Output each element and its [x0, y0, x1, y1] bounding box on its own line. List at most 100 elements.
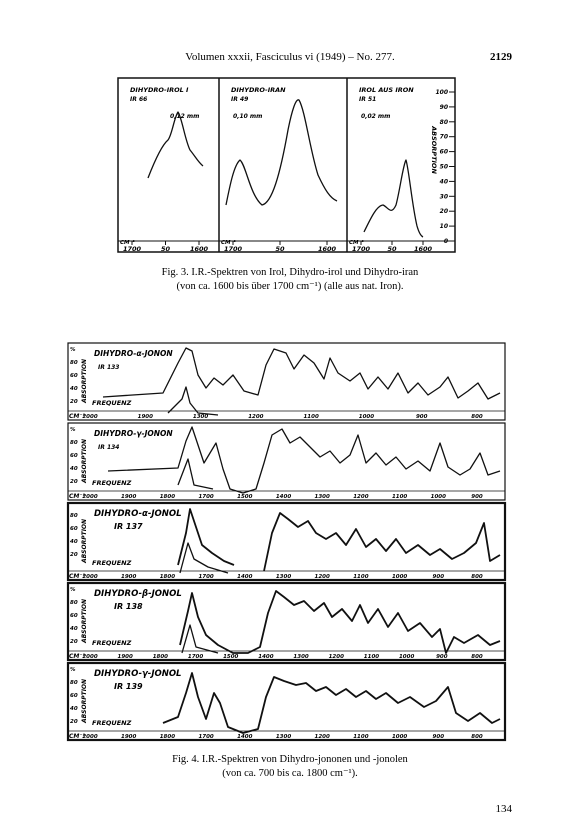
- frequency-label: FREQUENZ: [92, 719, 132, 727]
- x-tick-label: 1300: [193, 414, 208, 420]
- y-tick-label: 40: [70, 626, 78, 632]
- x-tick-label: 800: [471, 654, 483, 660]
- y-tick-label: %: [70, 587, 76, 593]
- y-tick-label: 60: [70, 526, 78, 532]
- panel-title: DIHYDRO-IRAN: [231, 86, 286, 94]
- x-tick-label: 900: [436, 654, 448, 660]
- y-tick-label: %: [70, 427, 76, 433]
- axis-unit: CM⁻¹: [69, 733, 86, 740]
- strip-title: DIHYDRO-β-JONOL: [94, 589, 182, 599]
- y-tick-label: %: [70, 347, 76, 353]
- x-tick-label: 1300: [315, 494, 330, 500]
- x-tick-label: 1000: [359, 414, 374, 420]
- strip-title: DIHYDRO-γ-JONOL: [94, 669, 181, 679]
- axis-unit: CM⁻¹: [69, 653, 86, 660]
- spectrum-curve: [179, 590, 501, 654]
- y-tick-label: 80: [70, 513, 78, 519]
- x-tick-label: 1500: [223, 654, 238, 660]
- running-title: Volumen xxxii, Fasciculus vi (1949) – No…: [185, 51, 395, 63]
- x-tick-label: 1600: [318, 245, 337, 253]
- axis-unit: CM⁻¹: [120, 239, 135, 246]
- x-tick-label: 1700: [224, 245, 243, 253]
- x-tick-label: 1700: [198, 734, 213, 740]
- frequency-label: FREQUENZ: [92, 639, 132, 647]
- y-tick-label: 10: [440, 223, 448, 230]
- figure-caption: Fig. 4. I.R.-Spektren von Dihydro-jonone…: [172, 754, 408, 765]
- x-tick-label: 1300: [276, 734, 291, 740]
- y-tick-label: 60: [440, 149, 448, 156]
- strip-frame: [66, 581, 507, 662]
- axis-label: ABSORPTION: [81, 359, 88, 404]
- strip-code: IR 139: [114, 682, 143, 691]
- y-tick-label: 70: [440, 134, 448, 141]
- axis-unit: CM⁻¹: [69, 493, 86, 500]
- y-tick-label: 20: [70, 552, 78, 558]
- strip-code: IR 138: [114, 602, 143, 611]
- x-tick-label: 1200: [315, 734, 330, 740]
- y-tick-label: 20: [440, 208, 448, 215]
- x-tick-label: 1700: [198, 574, 213, 580]
- axis-unit: CM⁻¹: [221, 239, 236, 246]
- figure-3: [117, 77, 456, 253]
- x-tick-label: 1900: [121, 494, 136, 500]
- x-tick-label: 1700: [188, 654, 203, 660]
- axis-label: ABSORPTION: [81, 519, 88, 564]
- x-tick-label: 1000: [392, 574, 407, 580]
- x-tick-label: 1200: [248, 414, 263, 420]
- y-tick-label: 80: [70, 600, 78, 606]
- axis-label: ABSORPTION: [81, 439, 88, 484]
- x-tick-label: 50: [161, 245, 171, 253]
- x-tick-label: 800: [471, 414, 483, 420]
- strip-code: IR 133: [98, 364, 119, 371]
- x-tick-label: 1400: [237, 734, 252, 740]
- figure-caption: (von ca. 1600 bis über 1700 cm⁻¹) (alle …: [176, 281, 403, 292]
- x-tick-label: 1700: [352, 245, 371, 253]
- y-tick-label: 40: [70, 539, 78, 545]
- x-tick-label: 1200: [315, 574, 330, 580]
- x-tick-label: 1200: [329, 654, 344, 660]
- axis-unit: CM⁻¹: [69, 573, 86, 580]
- y-tick-label: 40: [70, 466, 78, 472]
- x-tick-label: 900: [433, 734, 445, 740]
- figure-4-curves: [102, 347, 501, 734]
- x-tick-label: 1100: [353, 734, 368, 740]
- x-tick-label: 50: [387, 245, 397, 253]
- spectrum-curve: [225, 99, 338, 206]
- strip-frame: [67, 422, 506, 501]
- figure-caption: (von ca. 700 bis ca. 1800 cm⁻¹).: [222, 768, 358, 779]
- y-tick-label: 80: [440, 119, 448, 126]
- panel-title: DIHYDRO-IROL I: [130, 86, 189, 94]
- x-tick-label: 2000: [82, 574, 97, 580]
- x-tick-label: 1200: [353, 494, 368, 500]
- y-tick-label: 20: [70, 479, 78, 485]
- figure-frame: [117, 77, 456, 253]
- x-tick-label: 1000: [431, 494, 446, 500]
- strip-frame: [66, 501, 507, 582]
- x-tick-label: 2000: [82, 414, 97, 420]
- spectrum-curve: [179, 542, 229, 574]
- y-tick-label: %: [70, 667, 76, 673]
- x-tick-label: 800: [471, 574, 483, 580]
- y-tick-label: 60: [70, 373, 78, 379]
- y-tick-label: 40: [70, 706, 78, 712]
- figure-caption: Fig. 3. I.R.-Spektren von Irol, Dihydro-…: [162, 267, 419, 278]
- y-tick-label: 20: [70, 719, 78, 725]
- x-tick-label: 1000: [392, 734, 407, 740]
- x-tick-label: 1400: [258, 654, 273, 660]
- page-number: 2129: [490, 51, 513, 63]
- strip-code: IR 134: [98, 444, 119, 451]
- x-tick-label: 1100: [364, 654, 379, 660]
- x-tick-label: 1800: [160, 494, 175, 500]
- frequency-label: FREQUENZ: [92, 399, 132, 407]
- spectrum-curve: [147, 111, 204, 179]
- x-tick-label: 1800: [160, 734, 175, 740]
- x-tick-label: 1800: [153, 654, 168, 660]
- x-tick-label: 1400: [237, 574, 252, 580]
- spectrum-curve: [363, 159, 424, 238]
- spectrum-curve: [177, 458, 214, 490]
- panel-code: IR 66: [130, 96, 147, 103]
- panel-thickness: 0,10 mm: [233, 113, 262, 120]
- x-tick-label: 1500: [237, 494, 252, 500]
- x-tick-label: 900: [471, 494, 483, 500]
